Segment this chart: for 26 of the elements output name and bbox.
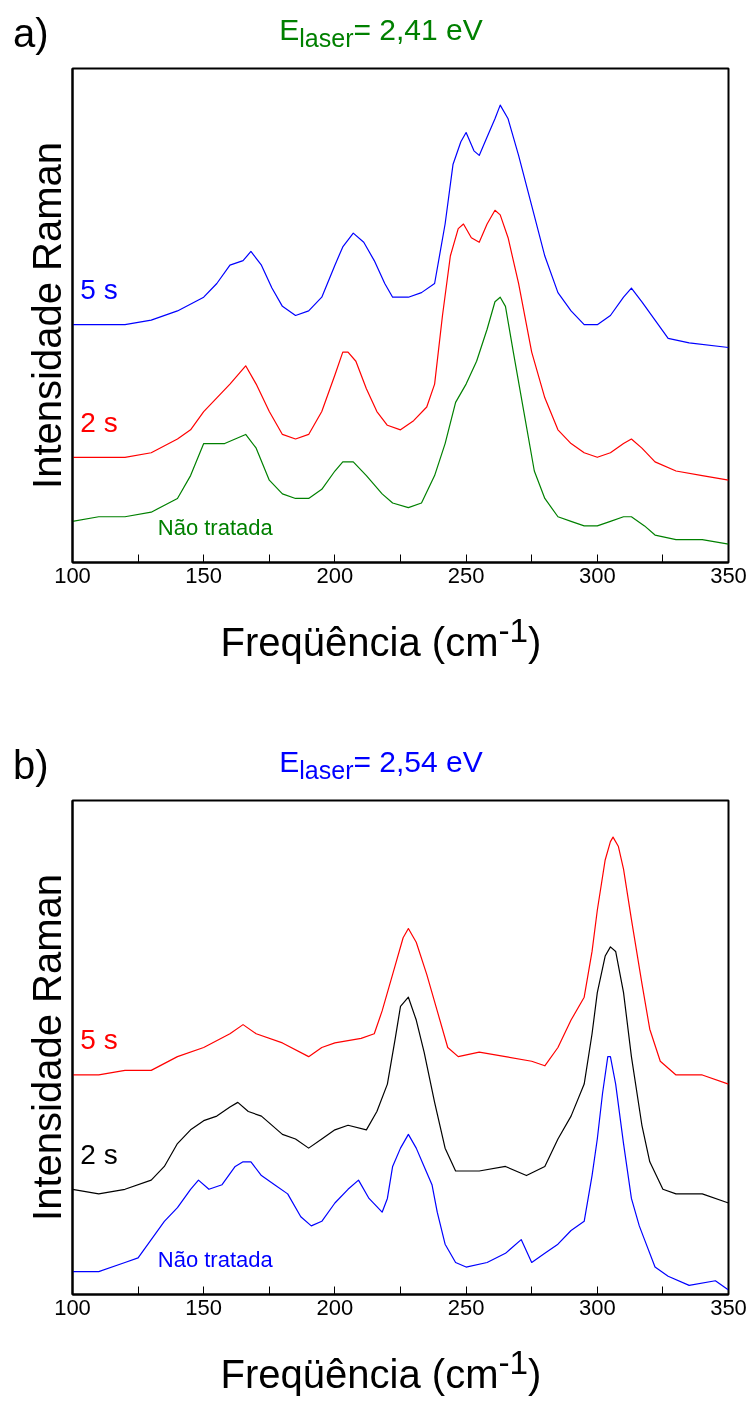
series-label: 2 s (80, 1138, 118, 1170)
series-label: Não tratada (157, 1247, 274, 1273)
series-label: 2 s (80, 406, 118, 438)
chart-title: E$_{laser}$= 2,54 eV (279, 745, 483, 784)
y-axis-title: Intensidade Raman (24, 874, 69, 1221)
series-label: 5 s (80, 273, 118, 305)
text: a) (13, 10, 49, 57)
x-tick-label: 250 (447, 1294, 485, 1320)
x-tick-label: 200 (316, 1294, 354, 1320)
x-tick-label: 250 (447, 562, 485, 588)
text: b) (13, 742, 49, 789)
series-label: 5 s (80, 1024, 118, 1056)
x-tick-label: 200 (316, 562, 354, 588)
x-tick-label: 100 (54, 1294, 91, 1320)
x-tick-label: 150 (185, 562, 223, 588)
y-axis-title: Intensidade Raman (24, 142, 69, 489)
x-tick-label: 350 (710, 562, 747, 588)
series-label: Não tratada (157, 515, 274, 541)
x-tick-label: 300 (578, 1294, 616, 1320)
x-tick-label: 100 (54, 562, 91, 588)
x-axis-title: Freqüência (cm$^{-1}$) (219, 1343, 543, 1399)
chart-title: E$_{laser}$= 2,41 eV (279, 13, 483, 52)
x-tick-label: 300 (578, 562, 616, 588)
x-tick-label: 150 (185, 1294, 223, 1320)
x-tick-label: 350 (710, 1294, 747, 1320)
x-axis-title: Freqüência (cm$^{-1}$) (219, 611, 543, 667)
